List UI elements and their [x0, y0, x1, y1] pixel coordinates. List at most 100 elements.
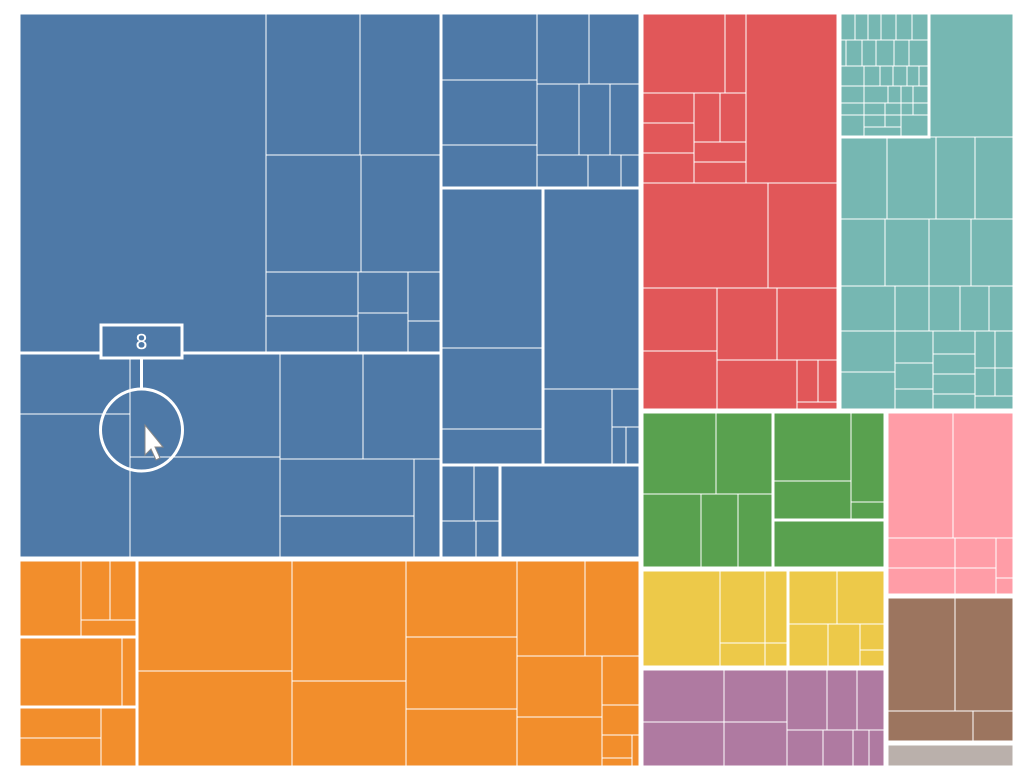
treemap-cell-blue-38[interactable]	[625, 426, 641, 466]
treemap-cell-teal-36[interactable]	[935, 136, 976, 220]
treemap-cell-green-8[interactable]	[850, 501, 886, 521]
treemap-cell-green-0[interactable]	[641, 411, 717, 495]
treemap-cell-yellow-6[interactable]	[836, 569, 886, 625]
treemap-cell-blue-3[interactable]	[265, 154, 362, 273]
treemap-cell-yellow-1[interactable]	[719, 569, 766, 644]
treemap-cell-red-4[interactable]	[693, 92, 721, 143]
treemap-cell-teal-58[interactable]	[894, 388, 934, 411]
treemap-cell-blue-28[interactable]	[536, 154, 589, 189]
treemap-cell-blue-5[interactable]	[265, 271, 359, 317]
treemap-cell-teal-9[interactable]	[875, 39, 895, 67]
treemap-cell-teal-41[interactable]	[970, 218, 1015, 287]
treemap-cell-green-6[interactable]	[850, 411, 886, 503]
treemap-cell-blue-42[interactable]	[475, 520, 501, 559]
treemap-cell-teal-23[interactable]	[839, 102, 865, 116]
treemap-cell-red-14[interactable]	[776, 287, 839, 361]
treemap-cell-green-7[interactable]	[772, 480, 852, 521]
treemap-cell-purple-9[interactable]	[852, 729, 870, 768]
treemap-cell-red-2[interactable]	[745, 12, 839, 184]
treemap-cell-green-4[interactable]	[737, 493, 774, 569]
treemap-cell-teal-57[interactable]	[839, 371, 896, 411]
treemap-cell-teal-1[interactable]	[854, 12, 869, 41]
treemap-cell-teal-55[interactable]	[974, 367, 996, 397]
treemap-cell-teal-59[interactable]	[932, 393, 976, 411]
treemap-cell-teal-47[interactable]	[839, 330, 896, 373]
treemap-cell-teal-39[interactable]	[884, 218, 930, 287]
treemap-cell-blue-36[interactable]	[611, 388, 641, 428]
treemap-cell-orange-16[interactable]	[516, 559, 586, 657]
treemap-cell-blue-16[interactable]	[362, 352, 442, 460]
treemap-cell-pink-2[interactable]	[886, 537, 956, 569]
treemap-cell-brown-3[interactable]	[972, 710, 1015, 743]
treemap-cell-red-0[interactable]	[641, 12, 726, 94]
treemap-cell-pink-4[interactable]	[886, 567, 956, 596]
treemap-cell-blue-33[interactable]	[440, 428, 544, 466]
treemap-cell-yellow-10[interactable]	[859, 649, 886, 668]
treemap-cell-blue-30[interactable]	[620, 154, 641, 189]
treemap-cell-teal-22[interactable]	[912, 85, 930, 104]
treemap-cell-blue-24[interactable]	[536, 83, 580, 156]
treemap-cell-red-16[interactable]	[716, 359, 798, 411]
treemap-cell-pink-0[interactable]	[886, 411, 954, 539]
treemap-cell-blue-14[interactable]	[129, 456, 281, 559]
treemap-cell-brown-1[interactable]	[954, 596, 1015, 712]
treemap-cell-teal-5[interactable]	[911, 12, 930, 41]
treemap-cell-orange-10[interactable]	[136, 670, 293, 768]
treemap-cell-purple-7[interactable]	[786, 729, 824, 768]
treemap-cell-teal-49[interactable]	[932, 330, 976, 355]
treemap-cell-teal-2[interactable]	[867, 12, 882, 41]
treemap-cell-green-5[interactable]	[772, 411, 852, 482]
treemap-cell-orange-18[interactable]	[516, 655, 603, 718]
treemap-cell-teal-30[interactable]	[884, 114, 902, 128]
treemap-cell-blue-21[interactable]	[536, 12, 590, 85]
treemap-cell-teal-37[interactable]	[974, 136, 1015, 220]
treemap-cell-red-3[interactable]	[641, 92, 695, 124]
treemap-cell-orange-0[interactable]	[18, 559, 82, 638]
treemap-cell-orange-20[interactable]	[601, 655, 641, 706]
treemap-cell-blue-18[interactable]	[279, 515, 415, 559]
treemap-cell-orange-7[interactable]	[18, 737, 102, 768]
treemap-cell-teal-11[interactable]	[908, 39, 930, 67]
treemap-cell-teal-14[interactable]	[879, 65, 894, 87]
treemap-cell-teal-38[interactable]	[839, 218, 886, 287]
treemap-cell-blue-17[interactable]	[279, 458, 415, 517]
treemap-cell-orange-5[interactable]	[121, 636, 138, 708]
treemap-cell-teal-25[interactable]	[884, 102, 902, 116]
treemap-cell-orange-15[interactable]	[405, 708, 518, 768]
treemap-cell-yellow-4[interactable]	[764, 642, 789, 668]
treemap-cell-purple-3[interactable]	[826, 668, 858, 731]
treemap-cell-blue-34[interactable]	[542, 187, 641, 390]
treemap-cell-blue-8[interactable]	[265, 315, 359, 354]
treemap-cell-red-18[interactable]	[817, 359, 839, 403]
treemap-cell-orange-11[interactable]	[291, 559, 407, 682]
treemap-cell-blue-23[interactable]	[440, 79, 538, 146]
treemap-cell-blue-29[interactable]	[587, 154, 622, 189]
treemap-cell-teal-44[interactable]	[928, 285, 961, 332]
treemap-cell-teal-12[interactable]	[839, 65, 865, 87]
treemap-cell-teal-31[interactable]	[900, 114, 930, 138]
treemap-cell-orange-13[interactable]	[405, 559, 518, 638]
treemap-cell-blue-1[interactable]	[265, 12, 361, 156]
treemap-cell-teal-10[interactable]	[893, 39, 910, 67]
treemap-cell-teal-8[interactable]	[861, 39, 877, 67]
treemap-cell-blue-4[interactable]	[360, 154, 442, 273]
treemap-cell-purple-0[interactable]	[641, 668, 725, 723]
treemap-cell-blue-43[interactable]	[499, 464, 641, 559]
treemap-cell-red-13[interactable]	[716, 287, 778, 361]
treemap-cell-teal-20[interactable]	[887, 85, 902, 104]
treemap-cell-blue-2[interactable]	[359, 12, 442, 156]
treemap-cell-teal-19[interactable]	[863, 85, 889, 104]
treemap-cell-blue-32[interactable]	[440, 347, 544, 430]
treemap-cell-blue-6[interactable]	[357, 271, 409, 314]
treemap-cell-purple-8[interactable]	[822, 729, 854, 768]
treemap-cell-red-9[interactable]	[693, 161, 747, 184]
treemap-cell-yellow-7[interactable]	[787, 623, 829, 668]
treemap-cell-teal-33[interactable]	[928, 12, 1015, 138]
treemap-cell-brown-0[interactable]	[886, 596, 956, 712]
treemap-cell-red-15[interactable]	[641, 350, 718, 411]
treemap-cell-purple-6[interactable]	[723, 721, 788, 768]
treemap-cell-blue-35[interactable]	[542, 388, 613, 466]
treemap-cell-orange-2[interactable]	[109, 559, 138, 621]
treemap-cell-teal-26[interactable]	[900, 102, 914, 116]
treemap-cell-teal-60[interactable]	[974, 395, 1015, 411]
